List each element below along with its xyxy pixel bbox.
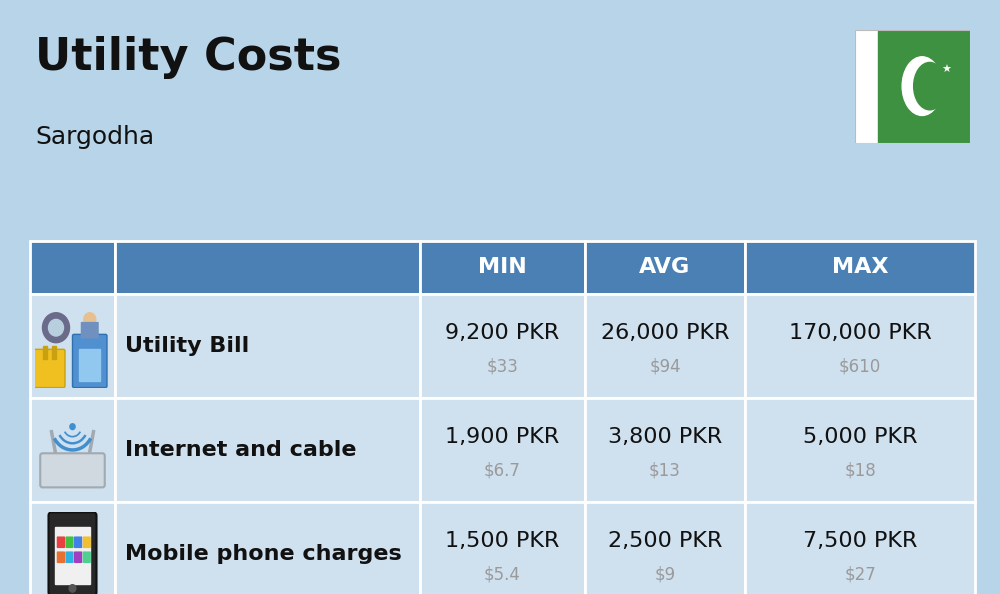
Text: Utility Bill: Utility Bill bbox=[125, 336, 249, 356]
FancyBboxPatch shape bbox=[745, 294, 975, 398]
FancyBboxPatch shape bbox=[420, 294, 585, 398]
FancyBboxPatch shape bbox=[57, 551, 65, 563]
FancyBboxPatch shape bbox=[115, 502, 420, 594]
Circle shape bbox=[914, 62, 946, 110]
Text: Mobile phone charges: Mobile phone charges bbox=[125, 544, 402, 564]
FancyBboxPatch shape bbox=[745, 502, 975, 594]
Bar bbox=[55, 527, 90, 584]
FancyBboxPatch shape bbox=[83, 536, 91, 548]
Text: 26,000 PKR: 26,000 PKR bbox=[601, 323, 729, 343]
Text: $6.7: $6.7 bbox=[484, 461, 521, 479]
FancyBboxPatch shape bbox=[115, 294, 420, 398]
FancyBboxPatch shape bbox=[420, 502, 585, 594]
FancyBboxPatch shape bbox=[745, 241, 975, 294]
Circle shape bbox=[902, 57, 942, 115]
FancyBboxPatch shape bbox=[65, 551, 74, 563]
FancyBboxPatch shape bbox=[115, 398, 420, 502]
Text: $94: $94 bbox=[649, 357, 681, 375]
Text: MAX: MAX bbox=[832, 257, 888, 277]
FancyBboxPatch shape bbox=[30, 241, 115, 294]
Text: MIN: MIN bbox=[478, 257, 527, 277]
Text: Utility Costs: Utility Costs bbox=[35, 36, 342, 78]
FancyBboxPatch shape bbox=[585, 502, 745, 594]
Circle shape bbox=[84, 312, 96, 326]
Text: $5.4: $5.4 bbox=[484, 565, 521, 583]
Text: $27: $27 bbox=[844, 565, 876, 583]
Bar bbox=[43, 346, 47, 359]
Text: $13: $13 bbox=[649, 461, 681, 479]
FancyBboxPatch shape bbox=[115, 241, 420, 294]
Circle shape bbox=[70, 424, 75, 429]
Text: $18: $18 bbox=[844, 461, 876, 479]
Text: ★: ★ bbox=[941, 65, 951, 75]
FancyBboxPatch shape bbox=[585, 294, 745, 398]
FancyBboxPatch shape bbox=[30, 502, 115, 594]
FancyBboxPatch shape bbox=[74, 551, 82, 563]
FancyBboxPatch shape bbox=[420, 241, 585, 294]
FancyBboxPatch shape bbox=[81, 322, 99, 339]
Circle shape bbox=[49, 320, 64, 336]
FancyBboxPatch shape bbox=[74, 536, 82, 548]
FancyBboxPatch shape bbox=[30, 294, 115, 398]
Text: 9,200 PKR: 9,200 PKR bbox=[445, 323, 560, 343]
Text: 3,800 PKR: 3,800 PKR bbox=[608, 427, 722, 447]
FancyBboxPatch shape bbox=[72, 334, 107, 388]
Circle shape bbox=[43, 313, 70, 343]
FancyBboxPatch shape bbox=[34, 349, 65, 388]
Text: 5,000 PKR: 5,000 PKR bbox=[803, 427, 917, 447]
Text: $9: $9 bbox=[654, 565, 676, 583]
Text: Sargodha: Sargodha bbox=[35, 125, 154, 148]
Text: 170,000 PKR: 170,000 PKR bbox=[789, 323, 931, 343]
Text: 7,500 PKR: 7,500 PKR bbox=[803, 531, 917, 551]
Bar bbox=[52, 346, 56, 359]
Text: $33: $33 bbox=[487, 357, 518, 375]
FancyBboxPatch shape bbox=[745, 398, 975, 502]
Text: Internet and cable: Internet and cable bbox=[125, 440, 356, 460]
Text: AVG: AVG bbox=[639, 257, 691, 277]
Circle shape bbox=[69, 584, 76, 592]
FancyBboxPatch shape bbox=[40, 453, 105, 487]
FancyBboxPatch shape bbox=[65, 536, 74, 548]
FancyBboxPatch shape bbox=[585, 398, 745, 502]
FancyBboxPatch shape bbox=[83, 551, 91, 563]
FancyBboxPatch shape bbox=[30, 398, 115, 502]
Bar bbox=[855, 30, 878, 143]
Text: 2,500 PKR: 2,500 PKR bbox=[608, 531, 722, 551]
Bar bbox=[878, 30, 970, 143]
FancyBboxPatch shape bbox=[585, 241, 745, 294]
FancyBboxPatch shape bbox=[420, 398, 585, 502]
Text: 1,900 PKR: 1,900 PKR bbox=[445, 427, 560, 447]
Text: $610: $610 bbox=[839, 357, 881, 375]
FancyBboxPatch shape bbox=[57, 536, 65, 548]
Bar bbox=[79, 349, 100, 381]
Text: 1,500 PKR: 1,500 PKR bbox=[445, 531, 560, 551]
FancyBboxPatch shape bbox=[49, 512, 97, 594]
